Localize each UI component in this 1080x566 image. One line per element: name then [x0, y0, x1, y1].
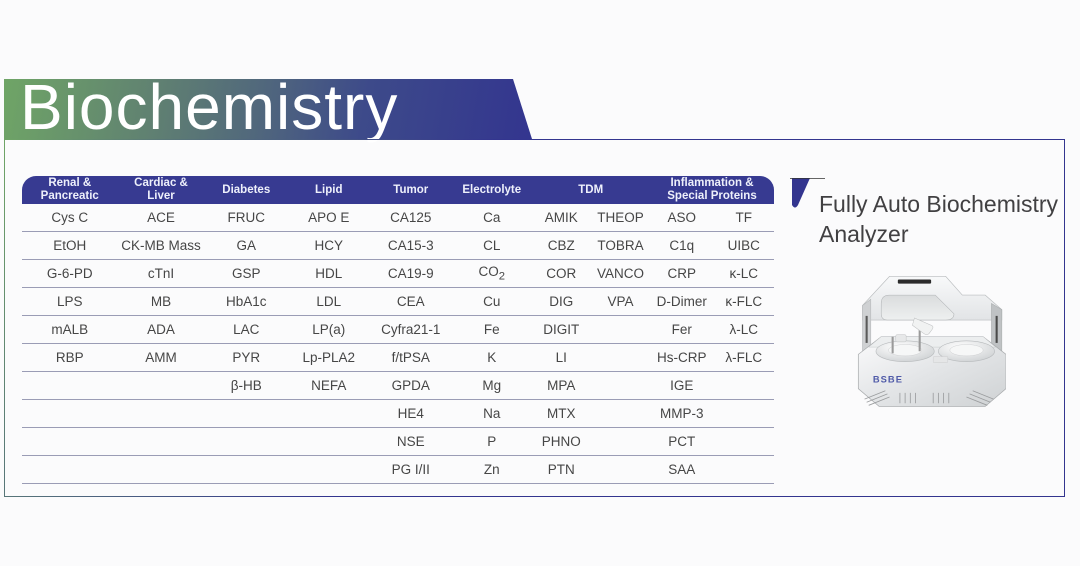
- svg-text:BSBE: BSBE: [873, 374, 903, 384]
